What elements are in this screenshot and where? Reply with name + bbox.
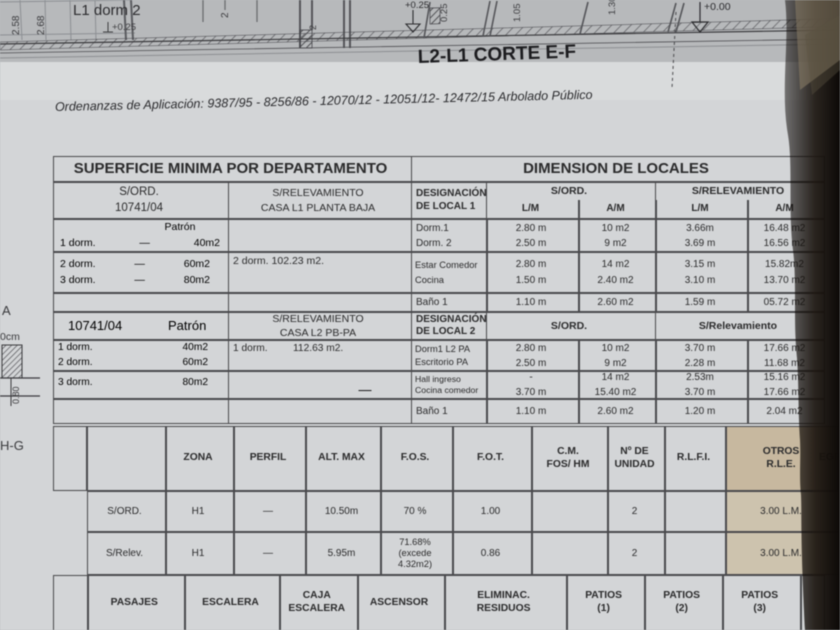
svg-text:0cm: 0cm [0,331,20,343]
svg-text:A: A [2,303,11,318]
svg-text:0.80: 0.80 [11,386,21,404]
svg-text:H-G: H-G [0,438,24,453]
